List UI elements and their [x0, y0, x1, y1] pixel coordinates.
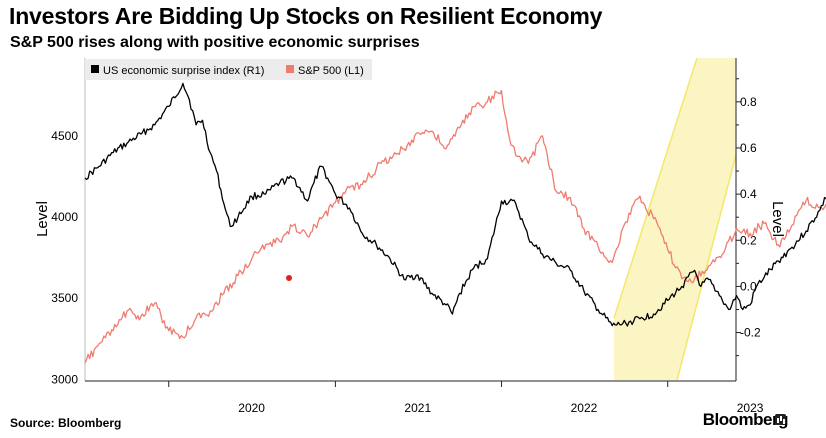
right-axis-label: Level [769, 201, 786, 237]
trend-band-upper-edge [613, 57, 698, 319]
bloomberg-logo: Bloomberg [702, 410, 789, 429]
right-tick-label: 0.8 [740, 95, 757, 109]
legend-label-spx: S&P 500 (L1) [298, 65, 364, 77]
x-tick-label: 2020 [238, 401, 265, 415]
chart-subtitle: S&P 500 rises along with positive econom… [10, 34, 420, 51]
red-marker-dot [286, 275, 292, 281]
left-tick-label: 4500 [51, 129, 78, 143]
right-axis-ticks: -0.2 0.0 0.2 0.4 0.6 0.8 [736, 78, 761, 357]
legend-label-esi: US economic surprise index (R1) [103, 65, 264, 77]
right-tick-label: 0.4 [740, 187, 757, 201]
legend-swatch-spx [286, 65, 294, 73]
left-axis-label: Level [34, 201, 51, 237]
left-tick-label: 3000 [51, 372, 78, 386]
right-tick-label: 0.6 [740, 141, 757, 155]
x-tick-label: 2022 [571, 401, 598, 415]
trend-band [614, 58, 736, 380]
x-axis-ticks: 2020 2021 2022 2023 [168, 381, 764, 415]
chart-title: Investors Are Bidding Up Stocks on Resil… [9, 3, 603, 29]
trend-band-lower-edge [676, 154, 737, 381]
x-tick-label: 2021 [404, 401, 431, 415]
source-note: Source: Bloomberg [10, 416, 122, 430]
left-tick-label: 3500 [51, 291, 78, 305]
bloomberg-terminal-icon [775, 414, 786, 425]
spx-line [84, 89, 826, 364]
legend-box [85, 59, 372, 80]
x-tick-label: 2023 [737, 401, 764, 415]
esi-line [84, 82, 826, 327]
right-tick-label: -0.2 [740, 326, 761, 340]
right-tick-label: 0.2 [740, 233, 757, 247]
right-tick-label: 0.0 [740, 279, 757, 293]
left-axis-ticks: 3000 3500 4000 4500 [51, 129, 78, 386]
legend-swatch-esi [91, 65, 99, 73]
left-tick-label: 4000 [51, 210, 78, 224]
